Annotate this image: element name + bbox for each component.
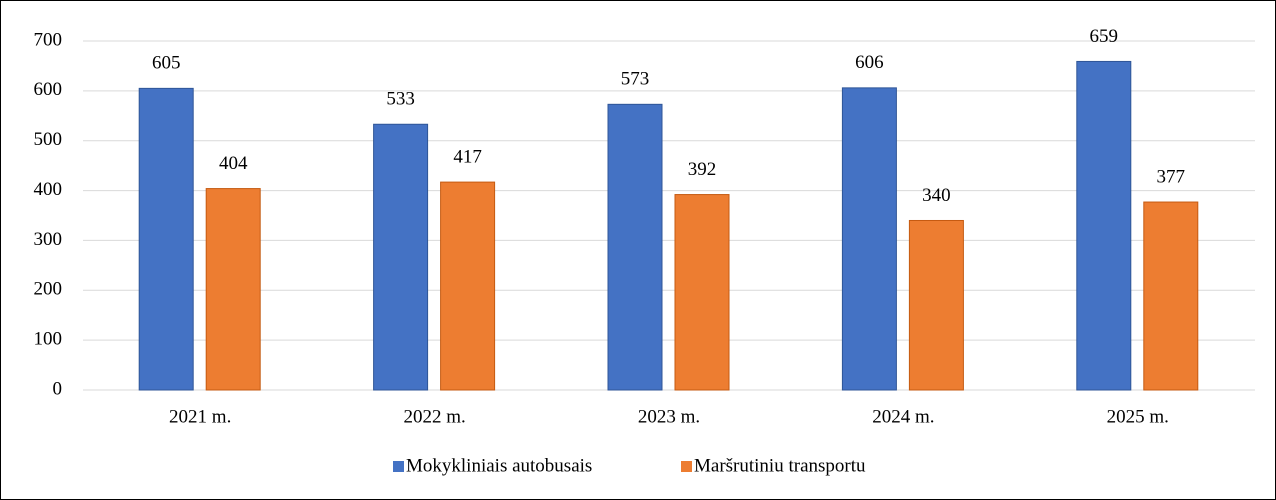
data-label: 340 bbox=[922, 185, 951, 206]
bar bbox=[1143, 201, 1199, 391]
data-label: 659 bbox=[1090, 26, 1119, 47]
data-label: 417 bbox=[453, 146, 482, 167]
y-tick-label: 400 bbox=[34, 179, 63, 200]
y-tick-label: 700 bbox=[34, 29, 63, 50]
bar bbox=[138, 87, 194, 391]
bar bbox=[1076, 60, 1132, 391]
y-tick-label: 300 bbox=[34, 229, 63, 250]
bar bbox=[908, 219, 964, 391]
x-tick-label: 2025 m. bbox=[1107, 406, 1169, 427]
data-label: 605 bbox=[152, 53, 181, 74]
y-tick-label: 200 bbox=[34, 279, 63, 300]
bar bbox=[373, 123, 429, 391]
y-tick-label: 0 bbox=[53, 378, 63, 399]
data-label: 392 bbox=[688, 159, 717, 180]
x-tick-label: 2024 m. bbox=[872, 406, 934, 427]
bar bbox=[607, 103, 663, 391]
y-tick-label: 100 bbox=[34, 329, 63, 350]
legend-swatch bbox=[393, 461, 404, 472]
bar bbox=[440, 181, 496, 391]
data-label: 533 bbox=[386, 89, 415, 110]
legend-label: Mokykliniais autobusais bbox=[406, 455, 592, 476]
x-tick-label: 2023 m. bbox=[638, 406, 700, 427]
data-label: 573 bbox=[621, 69, 650, 90]
data-label: 377 bbox=[1157, 166, 1186, 187]
bar bbox=[841, 87, 897, 391]
legend-label: Maršrutiniu transportu bbox=[694, 455, 866, 476]
bar bbox=[205, 188, 261, 391]
data-label: 404 bbox=[219, 153, 248, 174]
legend-swatch bbox=[681, 461, 692, 472]
x-tick-label: 2022 m. bbox=[403, 406, 465, 427]
y-tick-label: 600 bbox=[34, 79, 63, 100]
bar bbox=[674, 194, 730, 391]
y-tick-label: 500 bbox=[34, 129, 63, 150]
x-tick-label: 2021 m. bbox=[169, 406, 231, 427]
data-label: 606 bbox=[855, 52, 884, 73]
